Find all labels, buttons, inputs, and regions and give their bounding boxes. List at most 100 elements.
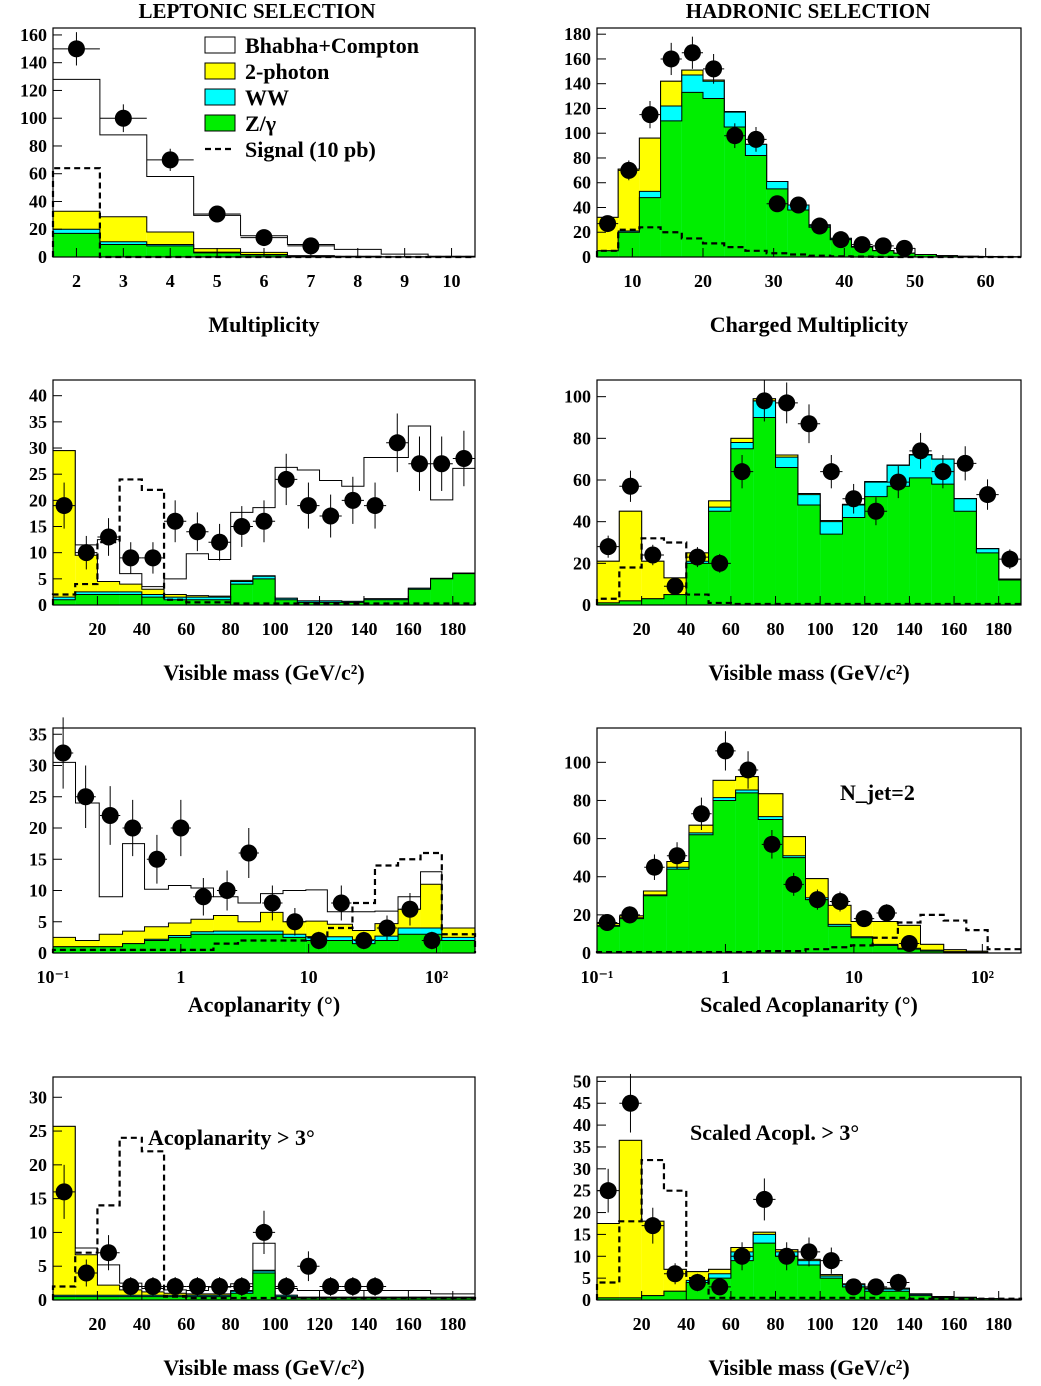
x-tick-label: 180 — [439, 1314, 466, 1334]
y-tick-label: 0 — [38, 1290, 47, 1310]
panel-visible-mass-leptonic: 0 5 10 15 20 25 30 35 40 20 40 60 80 100 120 140 160 180 V… — [29, 379, 477, 685]
zgamma-bar — [208, 1296, 231, 1300]
data-point — [644, 546, 662, 564]
zgamma-bar — [920, 951, 944, 953]
x-tick-label: 40 — [677, 619, 695, 639]
y-tick-label: 25 — [29, 787, 47, 807]
zgamma-bar — [75, 594, 98, 605]
y-tick-label: 40 — [573, 867, 591, 887]
y-tick-label: 40 — [573, 197, 591, 217]
data-point — [255, 229, 273, 247]
panel-scaled-acoplanarity-hadronic: 0 20 40 60 80 100 10⁻¹ 1 10 10² Scaled Acoplanarit… — [564, 727, 1023, 1017]
zgamma-bar — [936, 255, 958, 257]
zgamma-bar — [753, 417, 776, 605]
panel-multiplicity-leptonic: 0 20 40 60 80 100 120 140 160 2 3 4 5 6 7 8 9 10 Multiplic… — [20, 25, 476, 337]
x-tick-label: 10 — [623, 271, 641, 291]
legend-label: Signal (10 pb) — [245, 137, 376, 162]
data-point — [188, 1277, 206, 1295]
data-point — [299, 497, 317, 515]
x-tick-label: 5 — [213, 271, 222, 291]
zgamma-bar — [745, 155, 767, 257]
data-point — [263, 894, 281, 912]
data-point — [233, 1277, 251, 1295]
x-axis-label: Acoplanarity (°) — [188, 992, 340, 1017]
data-point — [55, 497, 73, 515]
y-tick-label: 20 — [29, 490, 47, 510]
x-tick-label: 160 — [941, 619, 968, 639]
data-point — [366, 1277, 384, 1295]
y-tick-label: 100 — [564, 123, 591, 143]
x-axis-label: Visible mass (GeV/c²) — [163, 1355, 364, 1380]
data-point — [144, 549, 162, 567]
x-axis-label: Multiplicity — [208, 312, 319, 337]
data-point — [599, 215, 617, 233]
data-point — [755, 1190, 773, 1208]
y-tick-label: 80 — [29, 136, 47, 156]
two-photon-outline — [596, 776, 1021, 954]
data-point — [100, 528, 118, 546]
data-point — [172, 819, 190, 837]
data-point — [433, 455, 451, 473]
y-tick-label: 5 — [38, 912, 47, 932]
panel-visible-mass-acopl-cut-leptonic: 0 5 10 15 20 25 30 20 40 60 80 100 120 140 160 180 Visib… — [29, 1076, 477, 1380]
x-tick-label: 2 — [72, 271, 81, 291]
bhabha-compton-bar — [363, 457, 387, 605]
y-tick-label: 25 — [573, 1181, 591, 1201]
x-tick-label: 30 — [765, 271, 783, 291]
y-tick-label: 0 — [582, 943, 591, 963]
y-tick-label: 15 — [29, 1189, 47, 1209]
zgamma-bar — [75, 946, 100, 953]
x-tick-label: 80 — [222, 1314, 240, 1334]
x-tick-label: 60 — [177, 1314, 195, 1334]
plot-frame — [52, 379, 476, 606]
x-tick-label: 4 — [166, 271, 175, 291]
zgamma-bar — [119, 594, 142, 605]
y-tick-label: 20 — [29, 219, 47, 239]
zgamma-bar — [663, 1291, 687, 1300]
data-point — [733, 463, 751, 481]
data-point — [388, 434, 406, 452]
data-point — [811, 217, 829, 235]
data-point — [662, 50, 680, 68]
zgamma-bar — [619, 1297, 642, 1300]
legend-swatch — [204, 62, 236, 80]
zgamma-bar — [238, 934, 261, 953]
data-point — [455, 449, 473, 467]
data-point — [598, 913, 616, 931]
zgamma-bar — [976, 552, 999, 605]
x-axis-label: Scaled Acoplanarity (°) — [700, 992, 918, 1017]
x-tick-label: 10 — [845, 967, 863, 987]
zgamma-bar — [597, 602, 620, 605]
legend-label: 2-photon — [245, 59, 329, 84]
data-point — [934, 463, 952, 481]
x-tick-label: 40 — [835, 271, 853, 291]
zgamma-bar — [260, 934, 284, 953]
data-point — [1001, 550, 1019, 568]
zgamma-bar — [730, 448, 754, 605]
y-tick-label: 50 — [573, 1071, 591, 1091]
zgamma-bar — [398, 934, 421, 953]
y-tick-label: 40 — [29, 191, 47, 211]
data-point — [77, 788, 95, 806]
x-tick-label: 100 — [262, 1314, 289, 1334]
x-tick-label: 120 — [306, 1314, 333, 1334]
zgamma-bar — [681, 92, 703, 257]
bhabha-compton-bar — [386, 1290, 409, 1300]
x-tick-label: 40 — [677, 1314, 695, 1334]
zgamma-bar — [688, 834, 713, 953]
data-point — [401, 900, 419, 918]
data-point — [845, 490, 863, 508]
data-point — [148, 850, 166, 868]
data-point — [832, 231, 850, 249]
data-point — [122, 549, 140, 567]
panel-annotation: N_jet=2 — [840, 780, 915, 805]
data-point — [277, 1277, 295, 1295]
two-photon-bar — [619, 511, 642, 605]
data-point — [161, 151, 179, 169]
zgamma-bar — [954, 511, 977, 605]
data-point — [747, 130, 765, 148]
y-tick-label: 10 — [29, 881, 47, 901]
data-point — [668, 847, 686, 865]
bhabha-compton-bar — [386, 457, 409, 605]
